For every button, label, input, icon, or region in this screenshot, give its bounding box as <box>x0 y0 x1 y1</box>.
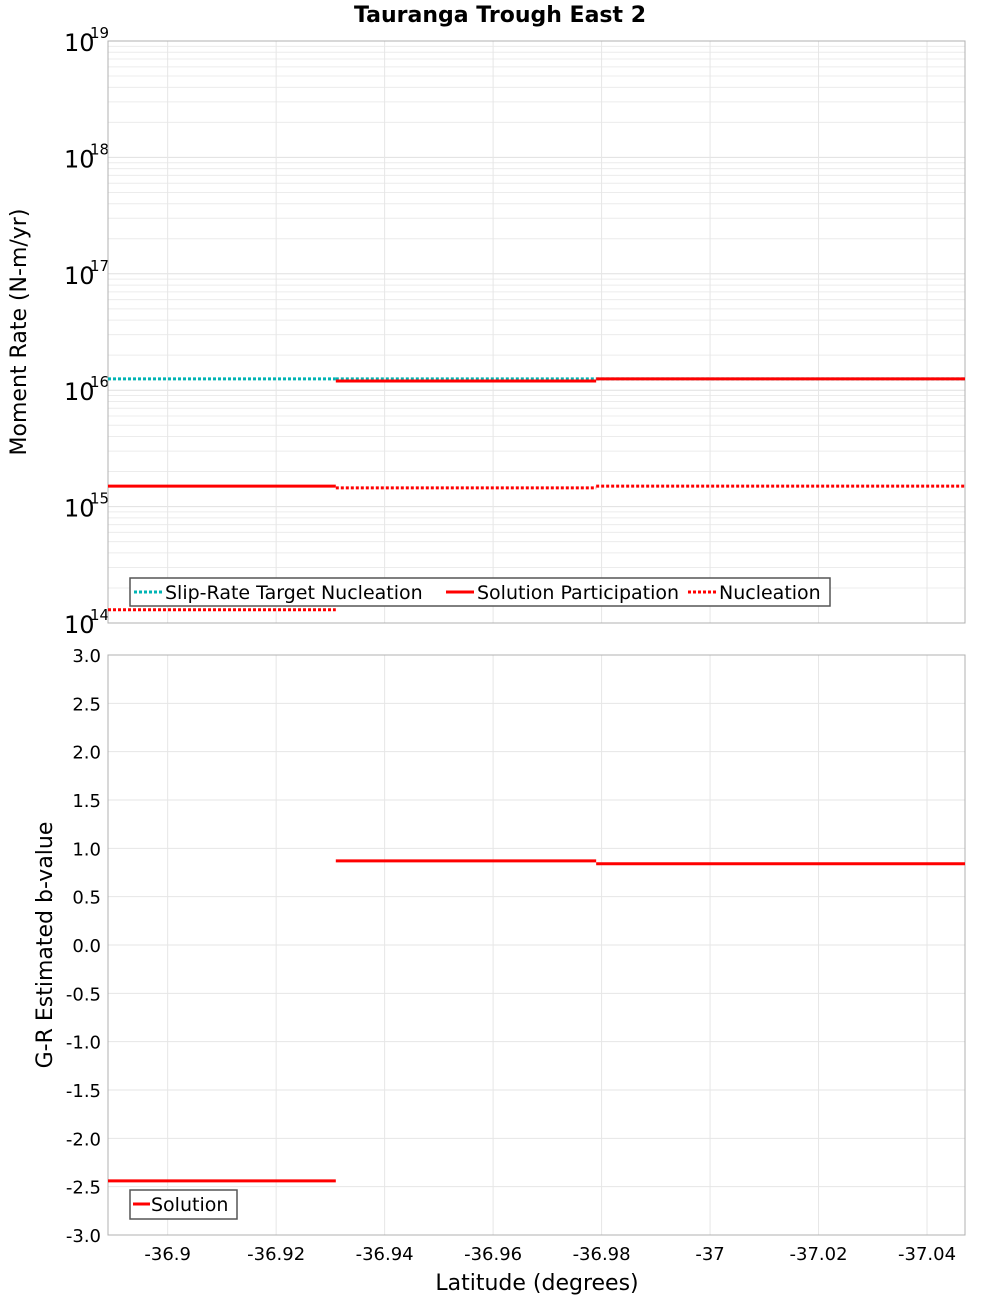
y-tick-label: -3.0 <box>66 1226 101 1247</box>
y-tick-exponent: 14 <box>90 606 109 624</box>
legend-label: Solution <box>151 1194 228 1216</box>
y-tick-label: -2.5 <box>66 1178 101 1199</box>
x-tick-label: -36.96 <box>464 1244 522 1265</box>
y-tick-base: 10 <box>64 611 95 639</box>
legend-label: Slip-Rate Target Nucleation <box>165 582 423 604</box>
x-tick-label: -37.02 <box>790 1244 848 1265</box>
y-tick-label: 0.0 <box>72 936 101 957</box>
x-tick-label: -36.92 <box>247 1244 305 1265</box>
plot-frame-bottom <box>107 654 966 1236</box>
y-tick-label: 2.0 <box>72 743 101 764</box>
x-tick-label: -36.94 <box>356 1244 414 1265</box>
y-tick-base: 10 <box>64 262 95 290</box>
y-tick-label: 2.5 <box>72 694 101 715</box>
y-tick-label: -1.0 <box>66 1033 101 1054</box>
chart-title: Tauranga Trough East 2 <box>354 3 646 28</box>
y-tick-label: 1.0 <box>72 839 101 860</box>
y-tick-label: 0.5 <box>72 888 101 909</box>
y-tick-label: -0.5 <box>66 984 101 1005</box>
y-tick-exponent: 18 <box>90 140 109 158</box>
y-tick-exponent: 19 <box>90 24 109 42</box>
x-tick-label: -36.98 <box>573 1244 631 1265</box>
y-tick-exponent: 16 <box>90 373 109 391</box>
y-tick-label: 3.0 <box>72 646 101 667</box>
x-axis-label: Latitude (degrees) <box>435 1271 638 1296</box>
y-tick-base: 10 <box>64 145 95 173</box>
y-axis-label-bottom: G-R Estimated b-value <box>33 822 58 1069</box>
y-tick-label: -2.0 <box>66 1129 101 1150</box>
y-tick-base: 10 <box>64 29 95 57</box>
y-tick-label: 1.5 <box>72 791 101 812</box>
legend-label: Nucleation <box>719 582 821 604</box>
y-tick-exponent: 17 <box>90 257 109 275</box>
y-tick-exponent: 15 <box>90 490 109 508</box>
y-tick-base: 10 <box>64 495 95 523</box>
plot-frame-top <box>107 40 966 624</box>
legend-label: Solution Participation <box>477 582 679 604</box>
y-tick-label: -1.5 <box>66 1081 101 1102</box>
x-tick-label: -37 <box>695 1244 724 1265</box>
y-axis-label-top: Moment Rate (N-m/yr) <box>7 209 32 456</box>
y-tick-base: 10 <box>64 378 95 406</box>
x-tick-label: -36.9 <box>144 1244 191 1265</box>
x-tick-label: -37.04 <box>898 1244 956 1265</box>
